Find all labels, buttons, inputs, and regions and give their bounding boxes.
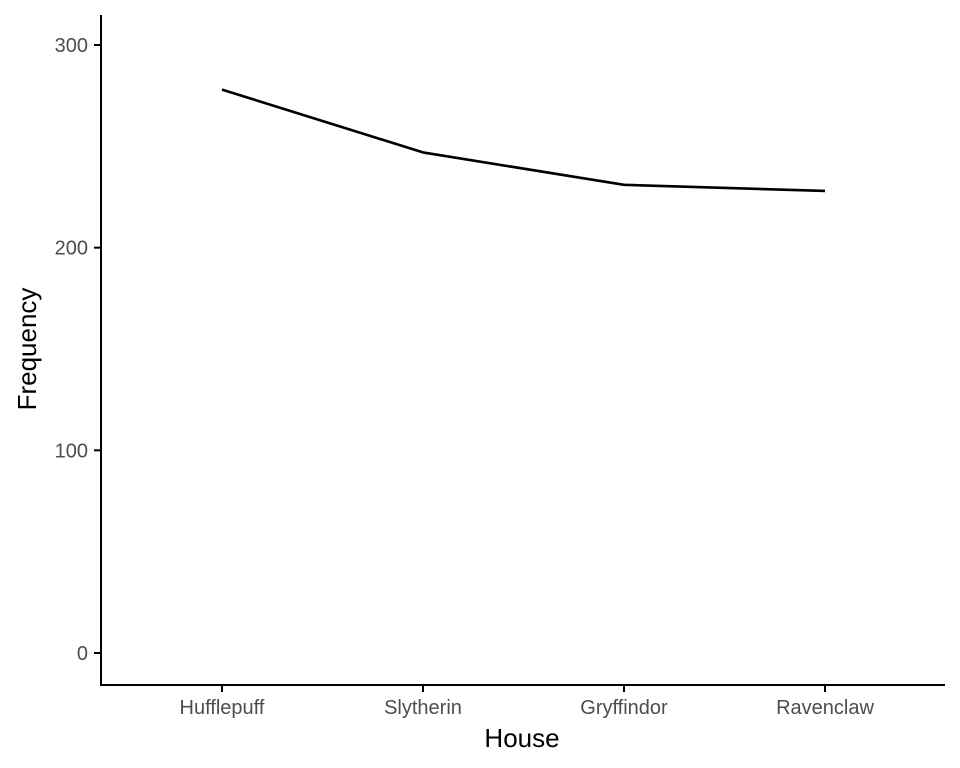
y-axis-title: Frequency: [12, 288, 42, 411]
series-line: [221, 88, 826, 193]
y-tick-label: 300: [55, 35, 88, 57]
y-axis-ticks: 0 100 200 300: [55, 35, 101, 665]
x-tick-label: Slytherin: [384, 697, 462, 719]
x-tick-label: Ravenclaw: [776, 697, 874, 719]
series-group: [221, 88, 826, 193]
x-tick-label: Hufflepuff: [180, 697, 265, 719]
y-tick-label: 100: [55, 440, 88, 462]
x-axis-title: House: [484, 723, 559, 753]
y-tick-label: 200: [55, 238, 88, 260]
x-axis-ticks: Hufflepuff Slytherin Gryffindor Ravenclaw: [180, 685, 874, 719]
plot-area: 0 100 200 300 Hufflepuff Slytherin Gryffindor…: [55, 15, 945, 719]
x-tick-label: Gryffindor: [580, 697, 668, 719]
y-tick-label: 0: [77, 643, 88, 665]
